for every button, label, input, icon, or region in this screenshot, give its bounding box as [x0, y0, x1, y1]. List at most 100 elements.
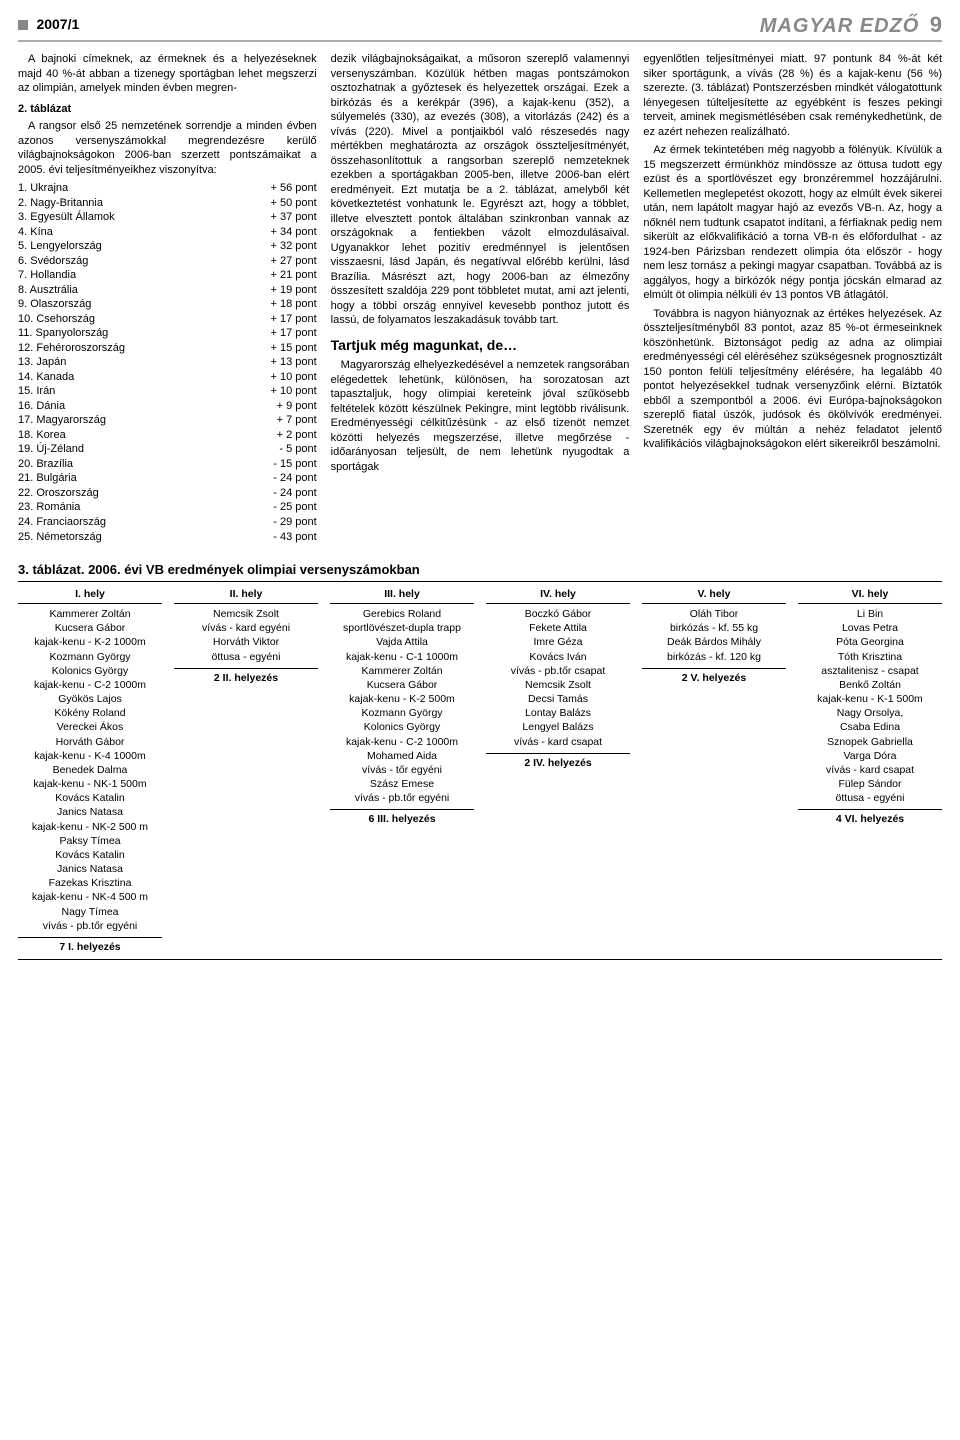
ranking-row: 8. Ausztrália+ 19 pont — [18, 283, 317, 298]
country-name: 24. Franciaország — [18, 515, 106, 530]
country-name: 21. Bulgária — [18, 471, 77, 486]
result-line: Kammerer Zoltán — [330, 664, 474, 678]
country-name: 3. Egyesült Államok — [18, 210, 115, 225]
country-ranking-list: 1. Ukrajna+ 56 pont2. Nagy-Britannia+ 50… — [18, 181, 317, 544]
result-line: Nemcsik Zsolt — [174, 607, 318, 621]
result-line: Csaba Edina — [798, 720, 942, 734]
result-column-footer: 2 V. helyezés — [642, 668, 786, 684]
result-line: Sznopek Gabriella — [798, 735, 942, 749]
result-line: vívás - pb.tőr csapat — [486, 664, 630, 678]
col3-paragraph3: Továbbra is nagyon hiányoznak az értékes… — [643, 307, 942, 452]
point-value: - 24 pont — [273, 486, 316, 501]
column-3: egyenlőtlen teljesítményei miatt. 97 pon… — [643, 52, 942, 548]
result-line: birkózás - kf. 120 kg — [642, 650, 786, 664]
result-line: vívás - tőr egyéni — [330, 763, 474, 777]
result-line: Kucsera Gábor — [330, 678, 474, 692]
ranking-row: 24. Franciaország- 29 pont — [18, 515, 317, 530]
result-line: birkózás - kf. 55 kg — [642, 621, 786, 635]
result-column-header: VI. hely — [798, 588, 942, 604]
point-value: + 56 pont — [270, 181, 316, 196]
ranking-row: 23. Románia- 25 pont — [18, 500, 317, 515]
result-line: Deák Bárdos Mihály — [642, 635, 786, 649]
result-line: Fülep Sándor — [798, 777, 942, 791]
result-line: Mohamed Aida — [330, 749, 474, 763]
result-line: Lovas Petra — [798, 621, 942, 635]
ranking-row: 25. Németország- 43 pont — [18, 530, 317, 545]
country-name: 6. Svédország — [18, 254, 88, 269]
table3-caption: 3. táblázat. 2006. évi VB eredmények oli… — [18, 562, 942, 577]
point-value: - 5 pont — [279, 442, 316, 457]
result-column: IV. helyBoczkó GáborFekete AttilaImre Gé… — [486, 588, 630, 953]
result-line: Gyökös Lajos — [18, 692, 162, 706]
result-column: II. helyNemcsik Zsoltvívás - kard egyéni… — [174, 588, 318, 953]
result-line: Varga Dóra — [798, 749, 942, 763]
country-name: 18. Korea — [18, 428, 66, 443]
country-name: 15. Irán — [18, 384, 55, 399]
result-line: Boczkó Gábor — [486, 607, 630, 621]
result-line: kajak-kenu - NK-4 500 m — [18, 890, 162, 904]
result-line: vívás - kard csapat — [798, 763, 942, 777]
ranking-row: 6. Svédország+ 27 pont — [18, 254, 317, 269]
result-line: Decsi Tamás — [486, 692, 630, 706]
page-header: 2007/1 MAGYAR EDZŐ 9 — [18, 12, 942, 42]
result-column-footer: 6 III. helyezés — [330, 809, 474, 825]
result-column-footer: 4 VI. helyezés — [798, 809, 942, 825]
country-name: 11. Spanyolország — [18, 326, 108, 341]
result-line: Kozmann György — [330, 706, 474, 720]
point-value: + 34 pont — [270, 225, 316, 240]
point-value: + 7 pont — [277, 413, 317, 428]
result-line: kajak-kenu - K-4 1000m — [18, 749, 162, 763]
result-line: Kammerer Zoltán — [18, 607, 162, 621]
country-name: 12. Fehéroroszország — [18, 341, 125, 356]
point-value: + 18 pont — [270, 297, 316, 312]
ranking-row: 22. Oroszország - 24 pont — [18, 486, 317, 501]
result-line: vívás - kard csapat — [486, 735, 630, 749]
ranking-row: 14. Kanada+ 10 pont — [18, 370, 317, 385]
result-line: Vajda Attila — [330, 635, 474, 649]
result-line: Nagy Tímea — [18, 905, 162, 919]
result-column: V. helyOláh Tiborbirkózás - kf. 55 kgDeá… — [642, 588, 786, 953]
result-line: kajak-kenu - NK-1 500m — [18, 777, 162, 791]
result-column-header: IV. hely — [486, 588, 630, 604]
result-line: kajak-kenu - C-2 1000m — [18, 678, 162, 692]
country-name: 2. Nagy-Britannia — [18, 196, 103, 211]
result-line: asztalitenisz - csapat — [798, 664, 942, 678]
section-heading: Tartjuk még magunkat, de… — [331, 336, 630, 354]
result-line: Fekete Attila — [486, 621, 630, 635]
article-columns: A bajnoki címeknek, az érmeknek és a hel… — [18, 52, 942, 548]
result-line: kajak-kenu - K-2 500m — [330, 692, 474, 706]
point-value: - 25 pont — [273, 500, 316, 515]
result-column-footer: 2 IV. helyezés — [486, 753, 630, 769]
country-name: 16. Dánia — [18, 399, 65, 414]
country-name: 9. Olaszország — [18, 297, 91, 312]
country-name: 22. Oroszország — [18, 486, 99, 501]
result-line: kajak-kenu - NK-2 500 m — [18, 820, 162, 834]
result-line: Lengyel Balázs — [486, 720, 630, 734]
point-value: + 37 pont — [270, 210, 316, 225]
result-line: Janics Natasa — [18, 805, 162, 819]
country-name: 20. Brazília — [18, 457, 73, 472]
country-name: 7. Hollandia — [18, 268, 76, 283]
result-line: kajak-kenu - K-1 500m — [798, 692, 942, 706]
result-line: kajak-kenu - K-2 1000m — [18, 635, 162, 649]
ranking-row: 3. Egyesült Államok + 37 pont — [18, 210, 317, 225]
ranking-row: 21. Bulgária- 24 pont — [18, 471, 317, 486]
result-column-header: III. hely — [330, 588, 474, 604]
col2-paragraph2: Magyarország elhelyezkedésével a nemzete… — [331, 358, 630, 474]
column-2: dezik világbajnokságaikat, a műsoron sze… — [331, 52, 630, 548]
result-line: Janics Natasa — [18, 862, 162, 876]
point-value: + 19 pont — [270, 283, 316, 298]
result-line: Kovács Katalin — [18, 848, 162, 862]
result-column-footer: 2 II. helyezés — [174, 668, 318, 684]
ranking-row: 9. Olaszország + 18 pont — [18, 297, 317, 312]
result-line: öttusa - egyéni — [798, 791, 942, 805]
result-column-header: I. hely — [18, 588, 162, 604]
result-line: Paksy Tímea — [18, 834, 162, 848]
result-line: Gerebics Roland — [330, 607, 474, 621]
country-name: 17. Magyarország — [18, 413, 106, 428]
result-line: Kucsera Gábor — [18, 621, 162, 635]
ranking-row: 19. Új-Zéland- 5 pont — [18, 442, 317, 457]
point-value: + 10 pont — [270, 370, 316, 385]
col2-paragraph1: dezik világbajnokságaikat, a műsoron sze… — [331, 52, 630, 328]
result-line: Kovács Iván — [486, 650, 630, 664]
